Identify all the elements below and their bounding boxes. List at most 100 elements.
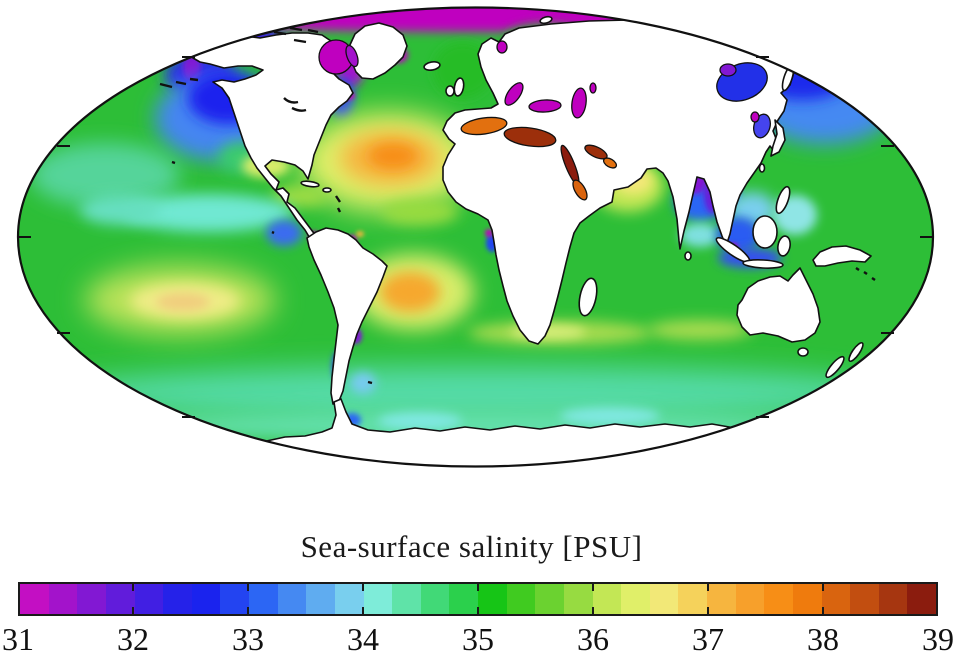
colorbar-tick-label: 38 — [807, 621, 839, 657]
sea-mediterranean-west — [460, 116, 508, 136]
land-java — [742, 259, 784, 269]
sea-aral-sea — [589, 82, 597, 94]
colorbar-segment — [163, 584, 192, 614]
colorbar-segment — [735, 584, 765, 614]
marginal-seas-layer — [318, 39, 771, 201]
ocean-region-south-pacific-tan-core — [156, 293, 210, 311]
colorbar-tick-label: 39 — [922, 621, 954, 657]
land-sulawesi — [777, 235, 791, 257]
colorbar-segment — [220, 584, 249, 614]
colorbar-segment — [621, 584, 650, 614]
colorbar-segment — [850, 584, 879, 614]
land-cuba — [300, 180, 320, 188]
colorbar-segment — [792, 584, 822, 614]
colorbar-segment — [363, 584, 393, 614]
colorbar-segment — [420, 584, 450, 614]
ocean-region-west-alaska-purple — [183, 54, 201, 82]
land-borneo — [752, 215, 778, 249]
land-iceland — [423, 61, 441, 71]
sea-okhotsk-purple-patch — [719, 63, 737, 77]
world-salinity-map — [16, 6, 935, 468]
colorbar-segment — [191, 584, 221, 614]
land-greenland — [348, 22, 408, 80]
colorbar-segment — [334, 584, 364, 614]
colorbar-segment — [592, 584, 622, 614]
colorbar-tick-label: 33 — [232, 621, 264, 657]
land-australia — [736, 267, 821, 343]
colorbar-segment — [478, 584, 507, 614]
colorbar-tick-label: 34 — [347, 621, 379, 657]
colorbar-segment — [649, 584, 679, 614]
sea-black-sea — [528, 99, 562, 113]
colorbar-segment — [134, 584, 164, 614]
sea-japan-coast-magenta — [750, 111, 760, 123]
ocean-region-bengal-cyan-south — [680, 223, 720, 247]
land-great-britain — [453, 77, 465, 97]
colorbar-segment — [105, 584, 135, 614]
graticule-ticks — [18, 56, 933, 418]
sea-mediterranean-east — [503, 126, 557, 148]
colorbar-tick-labels: 31 32 33 34 35 36 37 38 39 — [2, 621, 954, 659]
land-hispaniola — [322, 187, 332, 193]
colorbar-title: Sea-surface salinity [PSU] — [300, 529, 643, 564]
ocean-region-amazon-orange-speck — [356, 231, 364, 237]
colorbar-tick-label: 35 — [462, 621, 494, 657]
ocean-region-eq-pacific-cyan — [123, 194, 293, 232]
colorbar-segment — [707, 584, 736, 614]
sea-caspian-sea — [571, 87, 587, 119]
colorbar-segment — [277, 584, 307, 614]
sea-white-sea — [496, 40, 508, 54]
land-sri-lanka — [684, 251, 692, 261]
ocean-region-ne-pacific-teal — [30, 143, 180, 207]
colorbar-segment — [249, 584, 278, 614]
ocean-region-patagonia-shelf-cyan — [350, 372, 376, 394]
ocean-region-southern-ocean-teal — [48, 366, 908, 420]
land-svalbard — [539, 15, 553, 25]
sea-baffin-bay — [345, 44, 359, 68]
ocean-region-south-atlantic-orange-core — [380, 272, 440, 312]
colorbar-tick-label: 32 — [117, 621, 149, 657]
colorbar-segment — [392, 584, 421, 614]
land-new-zealand-north — [848, 341, 864, 363]
colorbar-segment — [48, 584, 78, 614]
colorbar-segment — [764, 584, 793, 614]
colorbar-segment — [821, 584, 851, 614]
colorbar-segment — [563, 584, 593, 614]
sea-persian-gulf — [584, 144, 608, 160]
sea-gulf-of-aden — [572, 179, 588, 201]
land-philippines — [775, 185, 791, 215]
land-japan — [770, 119, 786, 157]
colorbar-segment — [506, 584, 536, 614]
land-south-america — [306, 227, 388, 405]
land-new-guinea — [812, 245, 872, 267]
colorbar-tick-label: 37 — [692, 621, 724, 657]
colorbar-segment — [878, 584, 908, 614]
colorbar — [18, 582, 938, 616]
colorbar-tick-label: 31 — [2, 621, 34, 657]
colorbar-tick-label: 36 — [577, 621, 609, 657]
sea-gulf-of-oman — [602, 157, 618, 169]
ocean-region-antarctic-coastal-cyan-east — [560, 407, 660, 425]
ocean-color-layer — [18, 7, 933, 467]
ocean-region-south-australia-band — [648, 320, 752, 340]
colorbar-segment — [535, 584, 564, 614]
mollweide-map-svg — [16, 6, 935, 468]
sea-baltic-sea — [504, 82, 524, 106]
colorbar-segment — [20, 584, 49, 614]
land-tasmania — [797, 347, 809, 357]
land-ireland — [445, 85, 455, 97]
ocean-region-eq-atlantic-yellowgreen — [382, 199, 458, 225]
ocean-region-eq-pacific-teal-west — [80, 195, 160, 225]
ocean-region-congo-plume-magenta — [485, 229, 493, 237]
land-new-zealand-south — [825, 355, 845, 379]
colorbar-segment — [306, 584, 335, 614]
ocean-region-north-atlantic-orange-deep — [368, 143, 418, 169]
land-madagascar — [578, 277, 598, 317]
colorbar-segment — [678, 584, 707, 614]
small-islands — [159, 26, 876, 385]
colorbar-segment — [77, 584, 106, 614]
ocean-region-antarctic-coastal-cyan-west — [378, 412, 462, 430]
ocean-region-east-pacific-blue — [266, 220, 302, 246]
ocean-region-arctic-low-salinity-band — [35, 7, 915, 32]
